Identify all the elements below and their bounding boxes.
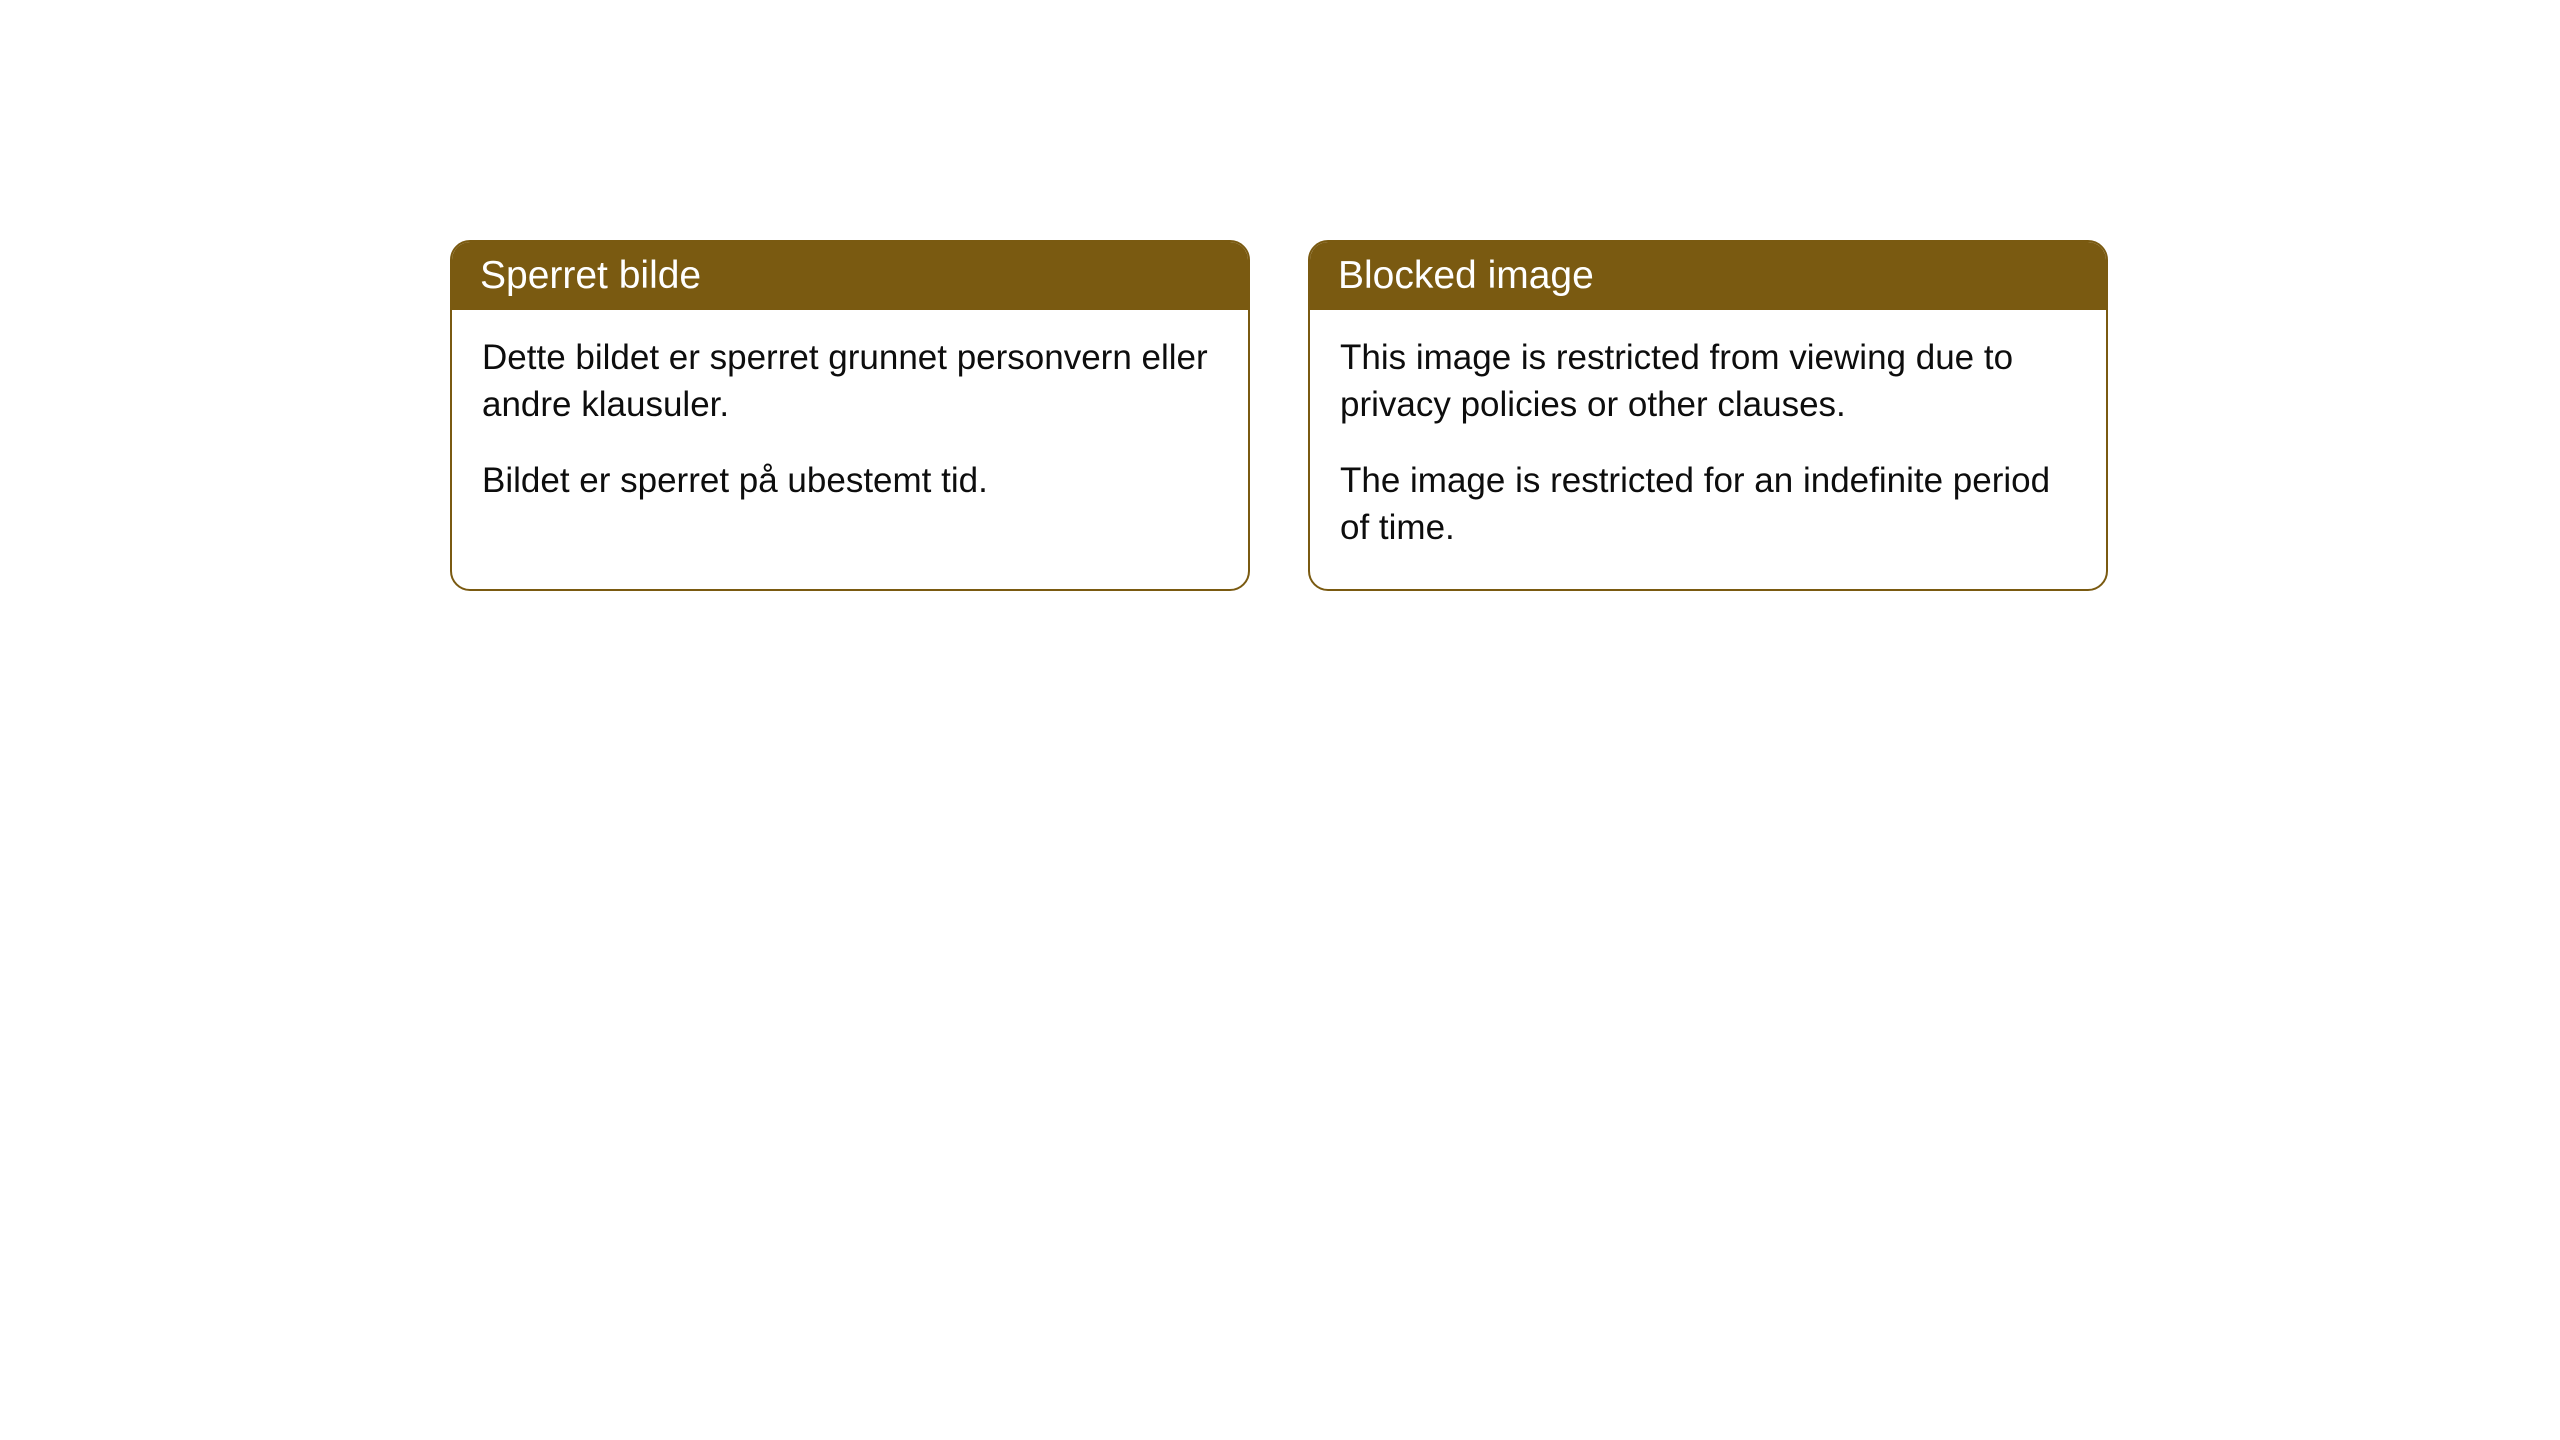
card-title: Sperret bilde	[480, 254, 701, 297]
card-paragraph: Dette bildet er sperret grunnet personve…	[482, 334, 1218, 429]
card-paragraph: This image is restricted from viewing du…	[1340, 334, 2076, 429]
card-body-english: This image is restricted from viewing du…	[1310, 310, 2106, 589]
card-paragraph: Bildet er sperret på ubestemt tid.	[482, 457, 1218, 504]
card-header-norwegian: Sperret bilde	[452, 242, 1248, 310]
card-norwegian: Sperret bilde Dette bildet er sperret gr…	[450, 240, 1250, 591]
card-title: Blocked image	[1338, 254, 1594, 297]
cards-container: Sperret bilde Dette bildet er sperret gr…	[0, 0, 2560, 591]
card-body-norwegian: Dette bildet er sperret grunnet personve…	[452, 310, 1248, 542]
card-paragraph: The image is restricted for an indefinit…	[1340, 457, 2076, 552]
card-header-english: Blocked image	[1310, 242, 2106, 310]
card-english: Blocked image This image is restricted f…	[1308, 240, 2108, 591]
